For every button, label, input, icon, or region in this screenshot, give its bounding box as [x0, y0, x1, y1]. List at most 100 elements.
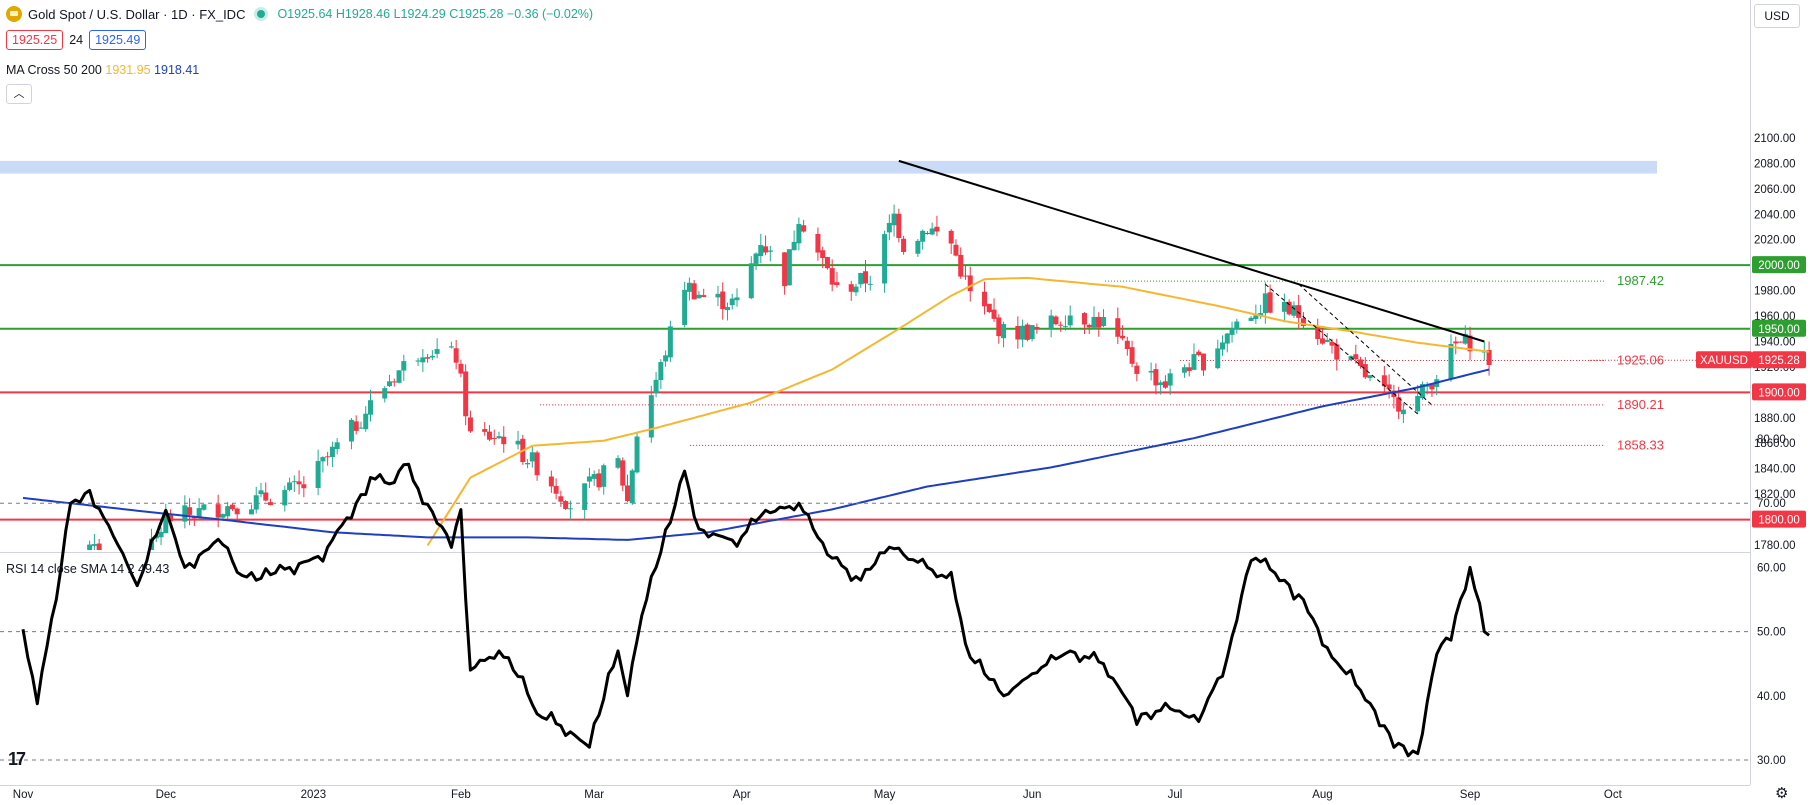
candle-body [1462, 333, 1468, 344]
ma50-line [426, 276, 1490, 547]
candle-body [196, 508, 202, 518]
candle-body [886, 222, 892, 233]
candle-body [358, 427, 364, 429]
candle-body [896, 213, 902, 239]
candle-body [1067, 315, 1073, 326]
candle-body [1034, 326, 1040, 329]
dotted-level-label: 1987.42 [1617, 273, 1664, 288]
time-tick-label: May [874, 789, 896, 801]
candle-body [1286, 301, 1292, 315]
candle-body [658, 362, 664, 380]
candle-body [334, 442, 340, 450]
candle-body [1234, 321, 1240, 330]
price-tick-label: 1820.00 [1754, 489, 1796, 501]
candle-body [891, 213, 897, 226]
candle-body [1048, 315, 1054, 329]
candle-body [858, 272, 864, 285]
time-tick-label: Jul [1168, 789, 1183, 801]
candle-body [796, 223, 802, 244]
candle-body [1162, 381, 1168, 388]
rsi-legend[interactable]: RSI 14 close SMA 14 2 49.43 [6, 562, 169, 576]
candle-body [548, 476, 554, 487]
candle-body [782, 252, 788, 287]
symbol-tag-label: XAUUSD [1700, 355, 1748, 367]
rsi-tick-label: 60.00 [1757, 562, 1786, 574]
candle-body [220, 514, 226, 518]
candle-body [615, 458, 621, 468]
candle-body [1124, 340, 1130, 350]
candle-body [1296, 305, 1302, 318]
candle-body [1415, 395, 1421, 412]
candle-body [1424, 385, 1430, 387]
rsi-tick-label: 40.00 [1757, 691, 1786, 703]
last-price-tag-label: 1925.28 [1758, 355, 1800, 367]
candle-body [929, 228, 935, 235]
candle-body [486, 431, 492, 440]
candle-body [648, 395, 654, 438]
candle-body [329, 446, 335, 458]
candle-body [991, 309, 997, 319]
candle-body [601, 465, 607, 487]
candle-body [291, 481, 297, 483]
candle-body [824, 257, 830, 269]
time-tick-label: Nov [13, 789, 34, 801]
candle-body [1024, 324, 1030, 340]
candle-body [529, 452, 535, 462]
chevron-up-icon[interactable]: ︿ [6, 84, 32, 104]
gear-icon[interactable]: ⚙ [1775, 785, 1789, 802]
sell-price[interactable]: 1925.25 [6, 30, 64, 50]
buy-price[interactable]: 1925.49 [89, 30, 147, 50]
tradingview-logo-icon: 17 [8, 749, 26, 769]
ma-label: MA Cross 50 200 [6, 63, 102, 77]
candle-body [1400, 409, 1406, 415]
time-tick-label: Feb [451, 789, 471, 801]
spread-value: 24 [69, 33, 84, 47]
candle-body [1281, 301, 1287, 312]
candle-body [667, 326, 673, 358]
candle-body [763, 246, 769, 253]
time-tick-label: Sep [1460, 789, 1480, 801]
candle-body [463, 371, 469, 417]
candle-body [620, 460, 626, 486]
time-tick-label: Dec [156, 789, 177, 801]
candle-body [582, 483, 588, 510]
candle-body [1120, 335, 1126, 339]
price-tick-label: 2040.00 [1754, 209, 1796, 221]
candle-body [1020, 325, 1026, 340]
candle-body [1200, 353, 1206, 371]
candle-body [1319, 338, 1325, 344]
price-tick-label: 1980.00 [1754, 286, 1796, 298]
candle-body [834, 282, 840, 286]
channel-line-upper [1298, 283, 1433, 406]
symbol-header: Gold Spot / U.S. Dollar · 1D · FX_IDC O1… [6, 6, 593, 22]
candle-body [420, 357, 426, 363]
currency-button[interactable]: USD [1754, 4, 1800, 28]
candle-body [448, 346, 454, 348]
candle-body [534, 452, 540, 476]
rsi-tick-label: 80.00 [1757, 434, 1786, 446]
rsi-line [21, 462, 1491, 758]
candle-body [353, 421, 359, 431]
ma-legend[interactable]: MA Cross 50 200 1931.95 1918.41 [6, 63, 199, 77]
candle-body [653, 379, 659, 394]
candle-body [1329, 341, 1335, 346]
price-tick-label: 1860.00 [1754, 438, 1796, 450]
candle-body [363, 413, 369, 430]
candle-body [634, 436, 640, 473]
candle-body [1096, 316, 1102, 328]
candle-body [1058, 324, 1064, 326]
candle-body [1153, 369, 1159, 386]
time-tick-label: Apr [733, 789, 751, 801]
candle-body [501, 436, 507, 445]
symbol-tag [1696, 351, 1752, 369]
candle-body [268, 502, 274, 506]
candle-body [229, 504, 235, 510]
candle-body [1134, 365, 1140, 374]
candle-body [1381, 375, 1387, 387]
symbol-title[interactable]: Gold Spot / U.S. Dollar · 1D · FX_IDC [28, 6, 246, 22]
candle-body [596, 473, 602, 488]
candle-body [1186, 367, 1192, 372]
level-tag [1752, 319, 1806, 337]
